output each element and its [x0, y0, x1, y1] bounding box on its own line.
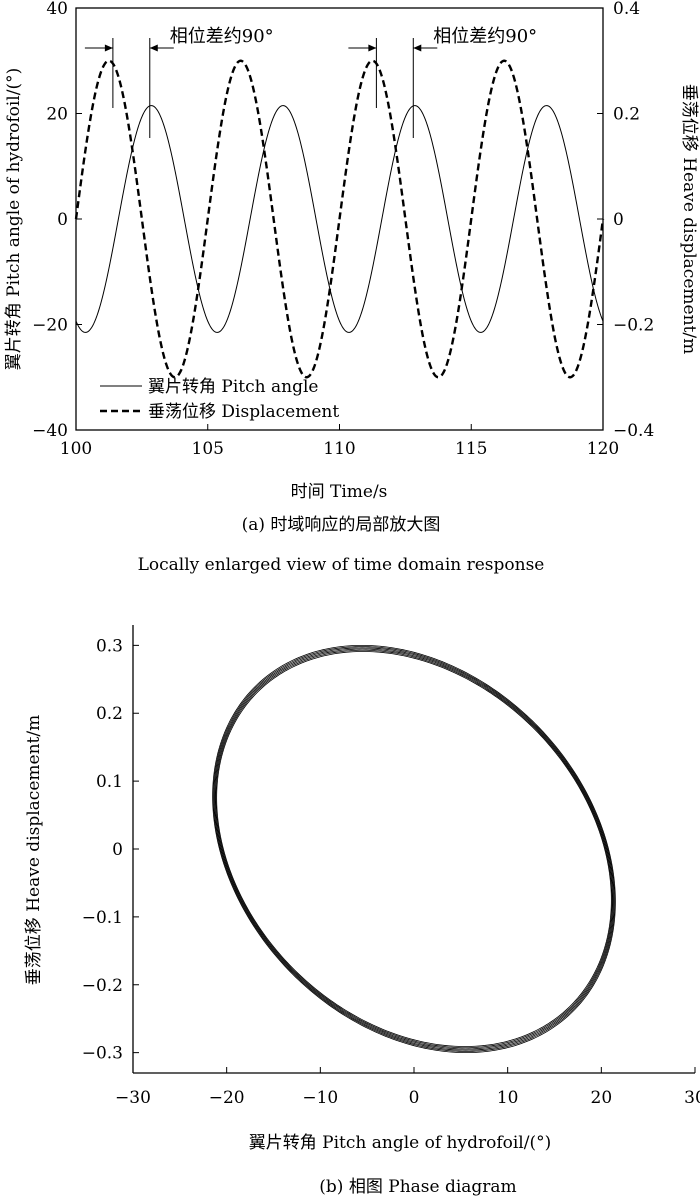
- series-pitch-angle-line: [75, 105, 604, 333]
- annotation-arrowhead-left: [104, 44, 113, 52]
- panel-b-y-ticks: 0.3 0.2 0.1 0 −0.1 −0.2 −0.3: [82, 636, 139, 1064]
- right-tick-label: −0.2: [613, 316, 654, 336]
- left-tick-label: 40: [46, 0, 68, 19]
- x-tick-label: −10: [302, 1088, 338, 1108]
- y-tick-label: −0.1: [82, 908, 123, 928]
- phase-annotation-2: 相位差约90°: [348, 26, 537, 138]
- panel-b-phase-curve: [212, 644, 616, 1054]
- x-tick-label: 115: [455, 439, 487, 459]
- phase-loop-3: [213, 647, 615, 1051]
- panel-a-right-ticks: 0.4 0.2 0 −0.2 −0.4: [597, 0, 654, 441]
- panel-a-time-response: 100 105 110 115 120 40 20 0 −20 −40 0.4 0.2 0 −0.2 −…: [4, 0, 699, 575]
- right-tick-label: 0.4: [613, 0, 640, 19]
- x-tick-label: 100: [60, 439, 92, 459]
- panel-b-y-axis-label: 垂荡位移 Heave displacement/m: [24, 715, 44, 985]
- x-tick-label: 0: [409, 1088, 420, 1108]
- panel-a-x-axis-label: 时间 Time/s: [291, 482, 388, 502]
- phase-annotation-1: 相位差约90°: [84, 26, 274, 138]
- panel-a-left-ticks: 40 20 0 −20 −40: [32, 0, 82, 441]
- x-tick-label: 10: [497, 1088, 519, 1108]
- annotation-arrowhead-left: [368, 44, 377, 52]
- y-tick-label: 0: [112, 840, 123, 860]
- phase-loop-4: [214, 648, 614, 1050]
- y-tick-label: 0.2: [96, 704, 123, 724]
- y-tick-label: 0.1: [96, 772, 123, 792]
- x-tick-label: −20: [209, 1088, 245, 1108]
- panel-b-x-ticks: −30 −20 −10 0 10 20 30: [115, 1067, 700, 1108]
- legend-displacement-label: 垂荡位移 Displacement: [148, 402, 339, 422]
- left-tick-label: −20: [32, 316, 68, 336]
- x-tick-label: 30: [684, 1088, 700, 1108]
- left-tick-label: 0: [57, 210, 68, 230]
- phase-loop-6: [216, 651, 612, 1047]
- phase-loop-2: [213, 646, 615, 1052]
- x-tick-label: −30: [115, 1088, 151, 1108]
- series-displacement-line: [74, 59, 605, 379]
- left-tick-label: −40: [32, 421, 68, 441]
- x-tick-label: 120: [587, 439, 619, 459]
- annotation-label: 相位差约90°: [170, 26, 274, 47]
- panel-a-legend: 翼片转角 Pitch angle 垂荡位移 Displacement: [100, 377, 339, 422]
- x-tick-label: 110: [323, 439, 355, 459]
- panel-a-caption-cn: (a) 时域响应的局部放大图: [242, 515, 441, 535]
- panel-b-x-axis-label: 翼片转角 Pitch angle of hydrofoil/(°): [249, 1133, 551, 1153]
- x-tick-label: 20: [591, 1088, 613, 1108]
- annotation-arrowhead-right: [413, 44, 422, 52]
- y-tick-label: −0.3: [82, 1044, 123, 1064]
- panel-a-series: [74, 59, 605, 379]
- phase-loop-1: [212, 644, 616, 1054]
- panel-a-right-axis-label: 垂荡位移 Heave displacement/m: [679, 84, 699, 354]
- right-tick-label: 0.2: [613, 105, 640, 125]
- right-tick-label: −0.4: [613, 421, 654, 441]
- panel-b-caption: (b) 相图 Phase diagram: [319, 1177, 516, 1197]
- annotation-label: 相位差约90°: [433, 26, 537, 47]
- y-tick-label: 0.3: [96, 636, 123, 656]
- left-tick-label: 20: [46, 105, 68, 125]
- panel-a-x-ticks: 100 105 110 115 120: [60, 424, 619, 459]
- panel-a-left-axis-label: 翼片转角 Pitch angle of hydrofoil/(°): [4, 68, 24, 370]
- y-tick-label: −0.2: [82, 976, 123, 996]
- legend-pitch-label: 翼片转角 Pitch angle: [148, 377, 318, 397]
- right-tick-label: 0: [613, 210, 624, 230]
- panel-a-caption-en: Locally enlarged view of time domain res…: [138, 555, 545, 575]
- annotation-arrowhead-right: [149, 44, 158, 52]
- x-tick-label: 105: [192, 439, 224, 459]
- phase-loop-5: [215, 649, 613, 1049]
- panel-a-annotations: 相位差约90° 相位差约90°: [84, 26, 537, 138]
